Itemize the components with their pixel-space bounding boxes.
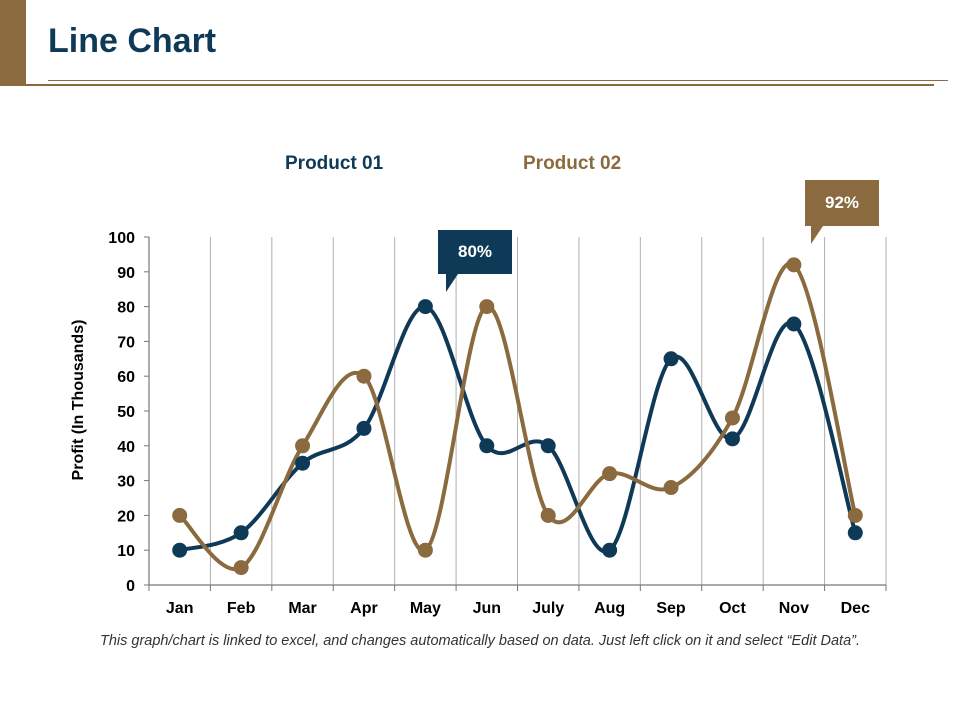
point-product-01-feb — [233, 525, 249, 541]
point-product-02-oct — [724, 410, 740, 426]
y-axis-title: Profit (In Thousands) — [70, 319, 87, 481]
point-product-01-nov — [786, 316, 802, 332]
x-tick-label-mar: Mar — [288, 600, 316, 617]
y-tick-label-50: 50 — [117, 404, 135, 421]
point-product-01-mar — [295, 455, 311, 471]
x-tick-label-apr: Apr — [350, 600, 378, 617]
y-tick-label-100: 100 — [108, 230, 135, 247]
point-product-01-oct — [724, 431, 740, 447]
y-tick-label-40: 40 — [117, 439, 135, 456]
point-product-01-apr — [356, 420, 372, 436]
point-product-02-jan — [172, 507, 188, 523]
point-product-01-aug — [602, 542, 618, 558]
slide-title: Line Chart — [48, 22, 217, 60]
point-product-02-sep — [663, 480, 679, 496]
y-tick-label-30: 30 — [117, 474, 135, 491]
y-tick-label-0: 0 — [126, 578, 135, 595]
x-tick-label-dec: Dec — [841, 600, 870, 617]
x-tick-label-aug: Aug — [594, 600, 625, 617]
x-tick-label-may: May — [410, 600, 441, 617]
point-product-01-dec — [847, 525, 863, 541]
x-tick-label-july: July — [532, 600, 564, 617]
x-tick-label-jun: Jun — [473, 600, 501, 617]
legend-product-01: Product 01 — [285, 153, 384, 174]
point-product-01-july — [540, 438, 556, 454]
footnote: This graph/chart is linked to excel, and… — [99, 633, 861, 649]
callout-product-01-peak: 80% — [438, 230, 512, 292]
title-accent-bar — [0, 0, 26, 86]
x-tick-label-nov: Nov — [779, 600, 809, 617]
x-tick-label-oct: Oct — [719, 600, 746, 617]
y-tick-label-20: 20 — [117, 508, 135, 525]
y-tick-label-80: 80 — [117, 300, 135, 317]
y-tick-label-10: 10 — [117, 543, 135, 560]
y-tick-label-60: 60 — [117, 369, 135, 386]
x-tick-label-feb: Feb — [227, 600, 256, 617]
point-product-02-dec — [847, 507, 863, 523]
title-rule-thin — [48, 80, 948, 81]
point-product-02-feb — [233, 560, 249, 576]
callout-product-02-peak: 92% — [805, 180, 879, 244]
y-tick-label-70: 70 — [117, 334, 135, 351]
point-product-02-apr — [356, 368, 372, 384]
point-product-01-jun — [479, 438, 495, 454]
point-product-01-sep — [663, 351, 679, 367]
point-product-01-jan — [172, 542, 188, 558]
point-product-02-jun — [479, 299, 495, 315]
x-tick-label-jan: Jan — [166, 600, 194, 617]
point-product-02-mar — [295, 438, 311, 454]
title-rule-thick — [26, 84, 934, 86]
x-tick-label-sep: Sep — [656, 600, 686, 617]
point-product-02-aug — [602, 466, 618, 482]
point-product-02-nov — [786, 257, 802, 273]
point-product-01-may — [417, 299, 433, 315]
point-product-02-july — [540, 507, 556, 523]
legend-product-02: Product 02 — [523, 153, 622, 174]
y-tick-label-90: 90 — [117, 265, 135, 282]
point-product-02-may — [417, 542, 433, 558]
